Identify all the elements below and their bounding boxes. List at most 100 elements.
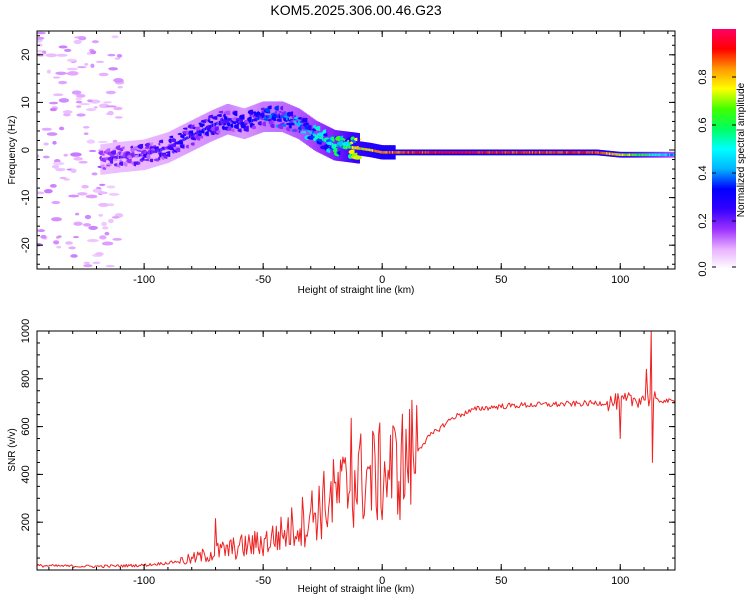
spectrogram-noise-cell	[99, 235, 107, 240]
spectrogram-noise-cell	[81, 184, 89, 189]
spectrogram-ridge-core	[621, 153, 625, 157]
colorbar-tick-label: 0.8	[697, 69, 709, 84]
spectrogram-ridge-core	[414, 151, 417, 154]
spectrogram-ridge-core	[406, 151, 409, 154]
spectrogram-noise-cell	[44, 189, 53, 194]
spectrogram-ridge-core	[386, 151, 389, 154]
spectrogram-ridge-core	[670, 153, 673, 157]
spectrogram-ridge-core	[256, 117, 259, 121]
spectrogram-ridge-core	[156, 149, 159, 153]
spectrogram-noise-cell	[93, 106, 98, 109]
spectrogram-ridge-core	[554, 151, 557, 154]
spectrogram-ridge-core	[428, 151, 432, 154]
spectrogram-noise-cell	[83, 223, 92, 227]
spectrogram-noise-cell	[90, 50, 97, 55]
spectrogram-noise-cell	[117, 86, 123, 89]
spectrogram-noise-cell	[107, 203, 115, 207]
spectrogram-noise-cell	[112, 139, 118, 144]
spectrogram-noise-cell	[86, 52, 92, 55]
spectrogram-ridge-core	[654, 153, 657, 157]
spectrogram-ridge-core	[294, 120, 297, 124]
spectrogram-noise-cell	[55, 167, 66, 172]
spectrogram-ridge-core	[487, 151, 490, 154]
spectrogram-ridge-core	[451, 151, 455, 154]
spectrogram-noise-cell	[65, 241, 73, 245]
colorbar-ticks: 0.0 0.2 0.4 0.6 0.8	[697, 69, 736, 277]
spectrogram-noise-cell	[107, 110, 114, 116]
spectrogram-ridge-core	[137, 153, 140, 157]
spectrogram-noise-cell	[99, 183, 106, 187]
spectrogram-ridge-core	[580, 151, 583, 154]
spectrogram-noise-cell	[75, 97, 82, 101]
spectrogram-ridge-core	[457, 151, 460, 154]
spectrogram-ridge-core	[597, 151, 600, 154]
spectrogram-ridge-core	[266, 115, 269, 119]
spectrogram-ridge-core	[214, 122, 217, 126]
spectrogram-ridge-core	[607, 152, 610, 155]
spectrogram-noise-cell	[76, 113, 86, 117]
spectrogram-noise-cell	[46, 69, 51, 74]
spectrogram-noise-cell	[83, 132, 89, 136]
spectrogram-ridge-core	[400, 151, 403, 154]
spectrogram-ridge-core	[277, 115, 280, 119]
spectrogram-ridge-core	[614, 152, 617, 156]
spectrogram-ridge-core	[624, 153, 627, 157]
spectrogram-ridge-core	[640, 153, 643, 157]
spectrogram-ridge-core	[643, 153, 646, 157]
spectrogram-ridge-core	[276, 115, 279, 119]
spectrogram-ridge-core	[503, 151, 506, 154]
spectrogram-noise-cell	[111, 35, 119, 39]
spectrogram-ridge-core	[664, 153, 667, 157]
spectrogram-ridge-core	[331, 142, 335, 146]
spectrogram-noise-cell	[87, 99, 93, 103]
spectrogram-ridge-core	[394, 151, 397, 154]
spectrogram-noise-cell	[63, 113, 71, 117]
spectrogram-ridge-core	[461, 151, 465, 154]
spectrogram-y-tick-label: 0	[20, 147, 32, 153]
spectrogram-y-axis-label: Frequency (Hz)	[7, 116, 18, 185]
spectrogram-noise-cell	[58, 98, 70, 103]
spectrogram-ridge-core	[413, 151, 416, 154]
spectrogram-ridge-core	[556, 151, 559, 154]
spectrogram-noise-cell	[45, 53, 58, 58]
spectrogram-noise-cell	[75, 212, 80, 216]
spectrogram-ridge-core	[423, 151, 426, 154]
spectrogram-ridge-core	[650, 153, 653, 157]
spectrogram-ridge-core	[351, 146, 355, 150]
spectrogram-ridge-core	[197, 130, 200, 134]
spectrogram-noise-cell	[62, 110, 73, 114]
spectrogram-noise-cell	[72, 235, 80, 239]
spectrogram-ridge-core	[463, 151, 466, 154]
spectrogram-noise-cell	[98, 202, 109, 207]
spectrogram-ridge-core	[446, 151, 449, 154]
spectrogram-noise-cell	[48, 101, 59, 105]
spectrogram-noise-cell	[73, 39, 82, 45]
spectrogram-ridge-core	[583, 151, 586, 154]
spectrogram-ridge-core	[573, 151, 576, 154]
spectrogram-ridge-core	[528, 151, 532, 154]
spectrogram-ridge-core	[447, 151, 450, 154]
spectrogram-noise-cell	[88, 225, 98, 230]
spectrogram-noise-cell	[77, 66, 87, 69]
spectrogram-noise-cell	[52, 140, 57, 145]
spectrogram-ridge-core	[668, 153, 672, 157]
spectrogram-ridge-core	[204, 127, 207, 131]
spectrogram-ridge-core	[661, 153, 665, 157]
spectrogram-noise-cell	[86, 239, 99, 243]
spectrogram-ridge-core	[100, 158, 103, 162]
colorbar-tick-label: 0.4	[697, 165, 709, 180]
spectrogram-ridge-core	[437, 151, 440, 154]
spectrogram-noise-cell	[50, 217, 62, 222]
spectrogram-ridge-core	[390, 151, 393, 154]
spectrogram-ridge-core	[648, 153, 652, 157]
spectrogram-ridge-core	[510, 151, 513, 154]
spectrogram-ridge-core	[389, 151, 392, 154]
spectrogram-noise-cell	[108, 67, 119, 71]
spectrogram-ridge-core	[399, 151, 402, 154]
spectrogram-ridge-core	[511, 151, 515, 154]
spectrogram-ridge-core	[299, 123, 302, 126]
spectrogram-ridge-core	[383, 151, 386, 154]
spectrogram-noise-cell	[83, 125, 90, 129]
spectrogram-ridge-core	[524, 151, 527, 154]
spectrogram-x-tick-label: -50	[255, 274, 271, 286]
